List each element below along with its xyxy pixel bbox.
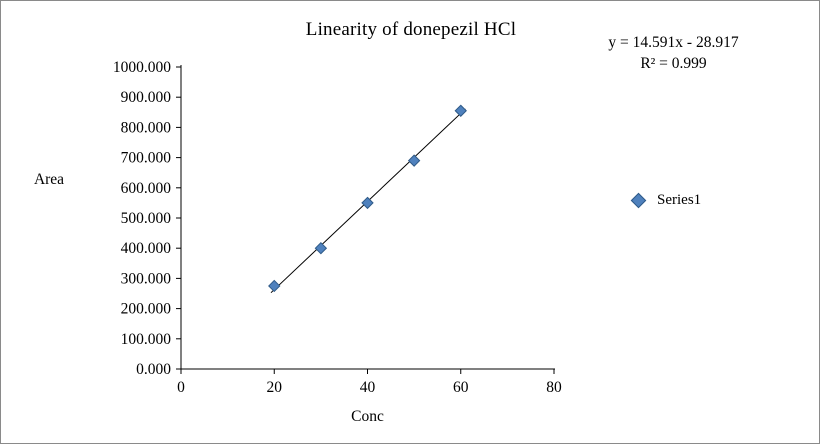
r-squared-text: R² = 0.999 — [640, 55, 707, 72]
x-tick-label: 80 — [546, 379, 562, 396]
y-tick-label: 300.000 — [121, 270, 172, 287]
legend: Series1 — [630, 192, 702, 209]
y-tick-label: 1000.000 — [113, 59, 171, 76]
legend-label: Series1 — [657, 192, 702, 208]
data-point-marker — [361, 196, 374, 210]
trendline-annotation: y = 14.591x - 28.917 R² = 0.999 — [556, 32, 791, 74]
y-tick-label: 500.000 — [121, 210, 172, 227]
y-tick-label: 600.000 — [121, 180, 172, 197]
x-tick-label: 40 — [360, 379, 376, 396]
y-tick-label: 900.000 — [121, 89, 172, 106]
legend-marker-icon — [630, 192, 647, 209]
x-tick-label: 0 — [177, 379, 185, 396]
equation-text: y = 14.591x - 28.917 — [608, 34, 739, 51]
y-axis-title: Area — [33, 171, 65, 188]
y-tick-label: 0.000 — [136, 361, 171, 378]
x-tick-label: 20 — [267, 379, 283, 396]
data-point-marker — [454, 104, 467, 117]
y-tick-label: 400.000 — [121, 240, 172, 257]
y-tick-label: 700.000 — [121, 150, 172, 167]
x-axis-title: Conc — [351, 408, 384, 425]
y-tick-label: 100.000 — [121, 331, 172, 348]
data-point-marker — [314, 241, 328, 255]
y-tick-label: 200.000 — [121, 301, 172, 318]
y-tick-label: 800.000 — [121, 119, 172, 136]
x-tick-label: 60 — [453, 379, 469, 396]
chart-title: Linearity of donepezil HCl — [305, 19, 517, 40]
data-point-marker — [407, 154, 421, 167]
data-point-marker — [268, 279, 281, 293]
